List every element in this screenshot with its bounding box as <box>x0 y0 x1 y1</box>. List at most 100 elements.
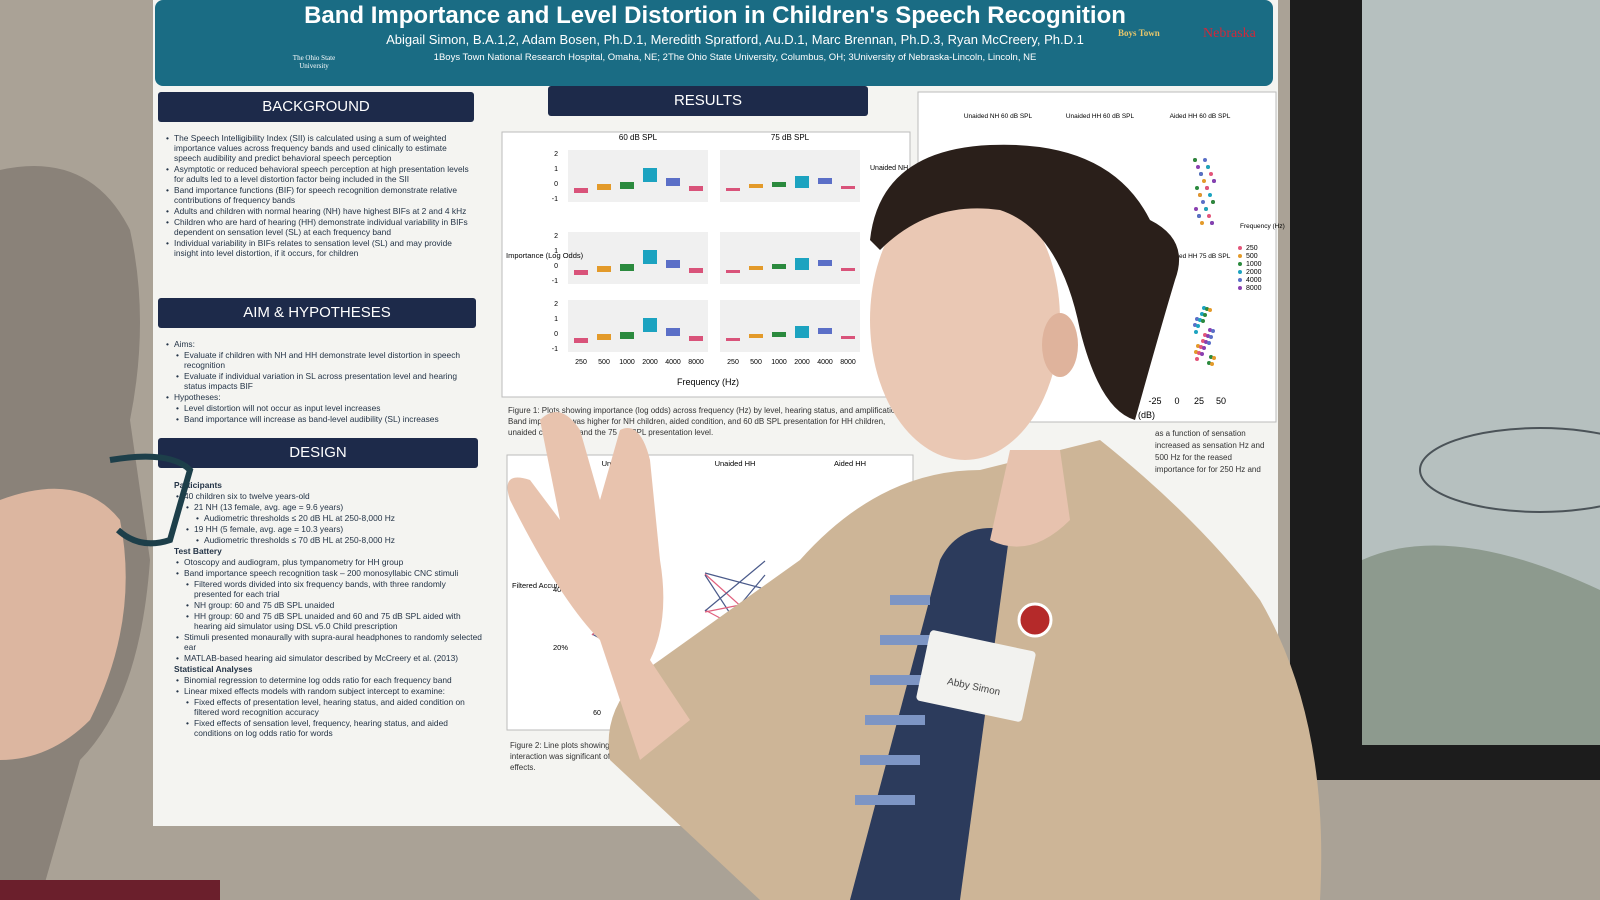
x-tick-label: 500 <box>750 359 762 366</box>
figure-glyph <box>1208 193 1212 197</box>
figure-glyph <box>1210 221 1214 225</box>
x-tick-label: 2000 <box>642 359 658 366</box>
figure-glyph <box>1209 172 1213 176</box>
x-tick-label: 4000 <box>665 359 681 366</box>
figure-glyph <box>1207 214 1211 218</box>
list-item: Binomial regression to determine log odd… <box>174 675 484 685</box>
figure-glyph <box>1196 324 1200 328</box>
figure-glyph <box>1203 158 1207 162</box>
y-tick-label: 20% <box>553 643 568 652</box>
list-item: Otoscopy and audiogram, plus tympanometr… <box>174 557 484 567</box>
figure-glyph <box>1206 165 1210 169</box>
figure-glyph <box>818 178 832 184</box>
legend-swatch <box>1238 246 1242 250</box>
list-item: Band importance speech recognition task … <box>174 568 484 578</box>
figure-glyph <box>726 270 740 273</box>
logo: Boys Town <box>1118 28 1160 38</box>
logo: The Ohio State University <box>292 54 336 70</box>
y-tick-label: 1 <box>554 166 558 173</box>
y-tick-label: 40% <box>553 585 568 594</box>
x-tick-label: 1000 <box>771 359 787 366</box>
x-tick-label: 4000 <box>817 359 833 366</box>
poster-affiliations: 1Boys Town National Research Hospital, O… <box>433 52 1037 63</box>
figure-glyph <box>1201 200 1205 204</box>
figure-glyph <box>749 334 763 338</box>
figure-glyph <box>620 264 634 271</box>
list-item: 40 children six to twelve years-old <box>174 491 484 501</box>
logo: Nebraska <box>1203 26 1256 41</box>
list-item: MATLAB-based hearing aid simulator descr… <box>174 653 484 663</box>
figure-glyph <box>1212 356 1216 360</box>
x-tick-label: 2000 <box>794 359 810 366</box>
figure-glyph <box>643 250 657 264</box>
figure-glyph <box>620 332 634 339</box>
title-banner <box>155 0 1273 86</box>
figure-glyph <box>689 186 703 191</box>
panel-label: Aided HH <box>834 459 866 468</box>
legend-swatch <box>1238 278 1242 282</box>
poster-authors: Abigail Simon, B.A.1,2, Adam Bosen, Ph.D… <box>386 32 1084 47</box>
list-item: HH group: 60 and 75 dB SPL unaided and 6… <box>184 611 484 631</box>
legend-label: 500 <box>1246 253 1258 260</box>
figure-glyph <box>841 186 855 189</box>
figure-glyph <box>1209 335 1213 339</box>
figure-glyph <box>749 266 763 270</box>
panel-label: Unaided HH <box>715 459 756 468</box>
axis-label: (dB SPL) <box>760 720 793 729</box>
row-label: Unaided NH <box>870 165 908 172</box>
axis-label: (dB) <box>1138 410 1155 420</box>
list-item: 19 HH (5 female, avg. age = 10.3 years) <box>184 524 484 534</box>
x-tick-label: 250 <box>575 359 587 366</box>
panel-bg <box>568 232 708 284</box>
poster-title: Band Importance and Level Distortion in … <box>304 2 1126 29</box>
section-heading: DESIGN <box>158 438 478 468</box>
background-list: The Speech Intelligibility Index (SII) i… <box>164 133 474 259</box>
figure-glyph <box>1211 329 1215 333</box>
list-item: Hypotheses: <box>164 392 474 402</box>
figure-glyph <box>1207 341 1211 345</box>
y-tick-label: 1 <box>554 248 558 255</box>
list-item: Participants <box>174 480 222 490</box>
figure-glyph <box>795 258 809 270</box>
x-tick-label: 0 <box>1174 396 1179 406</box>
list-item: Test Battery <box>174 546 222 556</box>
figure-caption: Figure 2: Line plots showing accuracy by… <box>510 741 838 772</box>
figure-glyph <box>666 260 680 268</box>
list-item: Band importance will increase as band-le… <box>174 414 474 424</box>
axis-label: Frequency (Hz) <box>677 377 739 387</box>
x-tick-label: 1000 <box>619 359 635 366</box>
legend-label: 250 <box>1246 245 1258 252</box>
list-item: Asymptotic or reduced behavioral speech … <box>164 164 474 184</box>
figure-glyph <box>597 184 611 190</box>
list-item: Statistical Analyses <box>174 664 253 674</box>
figure-glyph <box>574 188 588 193</box>
figure-glyph <box>574 270 588 275</box>
figure-glyph <box>1196 165 1200 169</box>
figure-glyph <box>1212 179 1216 183</box>
figure-glyph <box>841 336 855 339</box>
list-item: 21 NH (13 female, avg. age = 9.6 years) <box>184 502 484 512</box>
x-tick-label: 25 <box>1194 396 1204 406</box>
y-tick-label: -1 <box>552 278 558 285</box>
panel-bg <box>720 150 860 202</box>
y-tick-label: -1 <box>552 346 558 353</box>
y-tick-label: -1 <box>552 196 558 203</box>
legend-label: 8000 <box>1246 285 1262 292</box>
figure-caption: Figure 1: Plots showing importance (log … <box>508 406 902 437</box>
figure-glyph <box>818 328 832 334</box>
figure-notes: bands > 1000 H 500 H <box>944 479 993 499</box>
figure-glyph <box>772 182 786 187</box>
list-item: Evaluate if children with NH and HH demo… <box>174 350 474 370</box>
x-tick-label: -50 <box>1126 396 1139 406</box>
legend-title: Frequency (Hz) <box>1240 223 1285 230</box>
figure-glyph <box>597 266 611 272</box>
legend-label: 2000 <box>1246 269 1262 276</box>
figure-glyph <box>1211 200 1215 204</box>
figure-glyph <box>749 184 763 188</box>
section-heading: RESULTS <box>548 86 868 116</box>
figure-glyph <box>795 326 809 338</box>
figure-glyph <box>1200 352 1204 356</box>
list-item: Adults and children with normal hearing … <box>164 206 474 216</box>
x-tick-label: 75 <box>706 710 714 717</box>
figure-glyph <box>1202 179 1206 183</box>
